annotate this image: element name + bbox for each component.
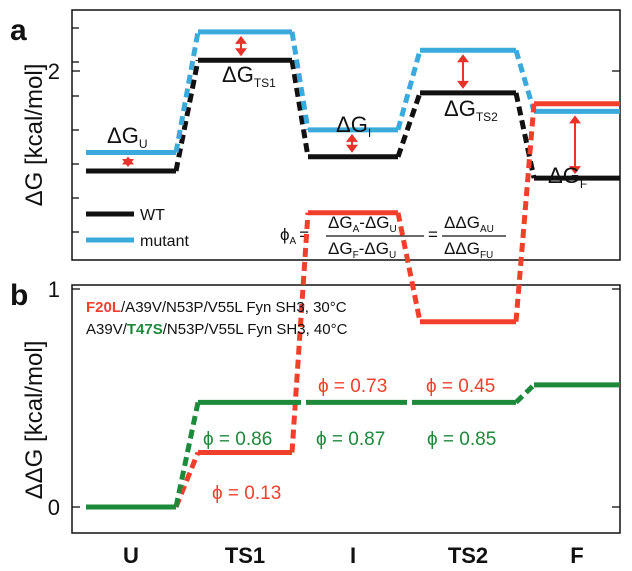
panel-b-ytick-label-0: 0 — [48, 495, 60, 520]
category-label-ts1: TS1 — [225, 543, 265, 568]
category-label-u: U — [123, 543, 139, 568]
category-label-i: I — [350, 543, 356, 568]
diff-arrow-f — [569, 115, 581, 175]
panel-b-letter: b — [10, 279, 28, 312]
mutant-label-red: F20L/A39V/N53P/V55L Fyn SH3, 30°C — [86, 299, 347, 316]
panel-a-levels — [86, 29, 620, 181]
formula-numerator-2: ΔΔGAU — [444, 213, 494, 235]
legend-mutant-label: mutant — [140, 233, 189, 250]
connector-mutant-0 — [173, 31, 201, 153]
connector-wt-1 — [289, 59, 311, 158]
connector-mutant-2 — [395, 49, 423, 131]
ddg-connector-red-3 — [513, 103, 537, 322]
level-label-ts2: ΔGTS2 — [444, 96, 498, 124]
level-label-u: ΔGU — [107, 123, 147, 151]
phi-label-green-i: ϕ = 0.87 — [316, 429, 385, 450]
panel-b-frame — [71, 284, 621, 534]
connector-wt-0 — [173, 59, 201, 172]
formula-equals-2: = — [428, 225, 438, 244]
ddg-connector-red-0 — [173, 451, 201, 508]
panel-a-letter: a — [10, 14, 27, 47]
diff-arrow-i — [346, 133, 358, 153]
formula-numerator-1: ΔGA-ΔGU — [328, 213, 397, 235]
phi-label-green-ts1: ϕ = 0.86 — [203, 429, 272, 450]
formula-denominator-1: ΔGF-ΔGU — [328, 239, 396, 261]
connector-mutant-3 — [513, 49, 537, 113]
panel-b-ytick-label-1: 1 — [48, 277, 60, 302]
panel-b-ylabel: ΔΔG [kcal/mol] — [21, 341, 48, 500]
level-label-ts1: ΔGTS1 — [222, 62, 276, 90]
ddg-connector-green-3 — [514, 383, 536, 405]
panel-b-ytick-label-2: 2 — [48, 59, 60, 84]
diff-arrow-ts2 — [457, 54, 469, 89]
panel-a-ylabel: ΔG [kcal/mol] — [21, 64, 48, 207]
ddg-connector-green-0 — [173, 401, 201, 508]
mutant-label-green: A39V/T47S/N53P/V55L Fyn SH3, 40°C — [86, 321, 348, 338]
panel-a-frame — [71, 9, 621, 261]
phi-label-red-i: ϕ = 0.73 — [318, 376, 387, 397]
panel-b-series — [86, 101, 620, 510]
diff-arrow-u — [122, 156, 134, 167]
panel-a-arrows — [122, 35, 581, 175]
legend-wt-label: WT — [140, 207, 165, 224]
diff-arrow-ts1 — [235, 35, 247, 57]
category-labels: U TS1 I TS2 F — [123, 543, 584, 568]
phi-label-red-ts2: ϕ = 0.45 — [426, 376, 495, 397]
level-label-f: ΔGF — [548, 163, 587, 191]
connector-wt-2 — [395, 92, 423, 158]
ddg-connector-red-1 — [289, 212, 311, 453]
panel-b-ticks: 0 1 2 — [48, 59, 620, 520]
phi-label-red-ts1: ϕ = 0.13 — [212, 483, 281, 504]
ddg-connector-red-2 — [395, 212, 423, 323]
panel-b-phi-labels: ϕ = 0.13 ϕ = 0.73 ϕ = 0.45 ϕ = 0.86 ϕ = 0.87… — [203, 376, 496, 504]
category-label-f: F — [570, 543, 583, 568]
panel-a-ticks — [72, 27, 79, 233]
level-label-i: ΔGI — [336, 112, 371, 140]
phi-label-green-ts2: ϕ = 0.85 — [427, 429, 496, 450]
category-label-ts2: TS2 — [448, 543, 488, 568]
formula-denominator-2: ΔΔGFU — [444, 239, 493, 261]
connector-mutant-1 — [289, 31, 311, 131]
